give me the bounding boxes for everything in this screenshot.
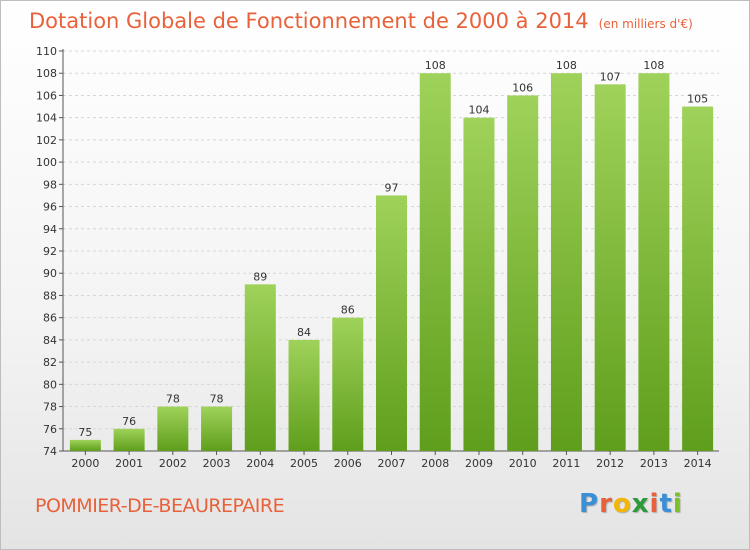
x-tick-label: 2008 [421, 457, 449, 470]
logo-letter: o [612, 489, 632, 519]
data-label: 75 [78, 426, 92, 439]
y-tick-label: 92 [43, 245, 57, 258]
bar [594, 84, 626, 451]
x-tick-label: 2005 [290, 457, 318, 470]
x-tick-label: 2002 [159, 457, 187, 470]
x-tick-label: 2010 [509, 457, 537, 470]
data-label: 76 [122, 415, 136, 428]
commune-name: POMMIER-DE-BEAUREPAIRE [35, 495, 285, 517]
logo-letter: t [659, 489, 673, 519]
bar [113, 428, 145, 451]
y-tick-label: 96 [43, 201, 57, 214]
y-tick-label: 78 [43, 401, 57, 414]
data-label: 84 [297, 326, 311, 339]
bar [201, 406, 233, 451]
data-label: 107 [600, 70, 621, 83]
x-tick-label: 2012 [596, 457, 624, 470]
x-tick-label: 2006 [334, 457, 362, 470]
bar [507, 95, 539, 451]
y-tick-label: 84 [43, 334, 57, 347]
proxiti-logo[interactable]: Proxiti [579, 489, 683, 519]
bar [463, 117, 495, 452]
bar [682, 106, 714, 452]
data-label: 78 [210, 393, 224, 406]
data-label: 108 [425, 59, 446, 72]
x-tick-label: 2011 [552, 457, 580, 470]
y-tick-label: 104 [36, 112, 57, 125]
y-tick-label: 108 [36, 67, 57, 80]
data-label: 104 [468, 104, 489, 117]
y-tick-label: 76 [43, 423, 57, 436]
logo-letter: P [579, 489, 600, 519]
data-label: 97 [385, 181, 399, 194]
y-tick-label: 86 [43, 312, 57, 325]
bar [550, 73, 582, 451]
chart-subtitle: (en milliers d'€) [598, 17, 693, 31]
y-tick-label: 94 [43, 223, 57, 236]
chart-title: Dotation Globale de Fonctionnement de 20… [29, 9, 693, 33]
bar [69, 439, 101, 451]
logo-letter: i [672, 489, 683, 519]
data-label: 86 [341, 304, 355, 317]
data-label: 105 [687, 93, 708, 106]
data-label: 108 [556, 59, 577, 72]
y-tick-label: 106 [36, 89, 57, 102]
bar [244, 284, 276, 451]
data-label: 108 [643, 59, 664, 72]
y-tick-label: 88 [43, 289, 57, 302]
x-tick-label: 2004 [246, 457, 274, 470]
y-tick-label: 90 [43, 267, 57, 280]
x-tick-label: 2007 [378, 457, 406, 470]
x-tick-label: 2013 [640, 457, 668, 470]
logo-letter: i [649, 489, 660, 519]
y-tick-label: 110 [36, 45, 57, 58]
bar [157, 406, 189, 451]
y-tick-label: 100 [36, 156, 57, 169]
x-tick-label: 2003 [203, 457, 231, 470]
bar [376, 195, 407, 451]
bar [332, 317, 364, 451]
chart-title-text: Dotation Globale de Fonctionnement de 20… [29, 9, 589, 33]
data-label: 89 [253, 270, 267, 283]
y-tick-label: 82 [43, 356, 57, 369]
x-tick-label: 2014 [684, 457, 712, 470]
y-tick-label: 74 [43, 445, 57, 458]
bar [638, 73, 670, 451]
x-tick-label: 2000 [71, 457, 99, 470]
y-tick-label: 80 [43, 378, 57, 391]
x-tick-label: 2009 [465, 457, 493, 470]
bar [288, 339, 320, 451]
bar [419, 73, 451, 451]
x-tick-label: 2001 [115, 457, 143, 470]
y-tick-label: 102 [36, 134, 57, 147]
logo-letter: r [599, 489, 613, 519]
data-label: 78 [166, 393, 180, 406]
logo-letter: x [631, 489, 650, 519]
data-label: 106 [512, 81, 533, 94]
y-tick-label: 98 [43, 178, 57, 191]
